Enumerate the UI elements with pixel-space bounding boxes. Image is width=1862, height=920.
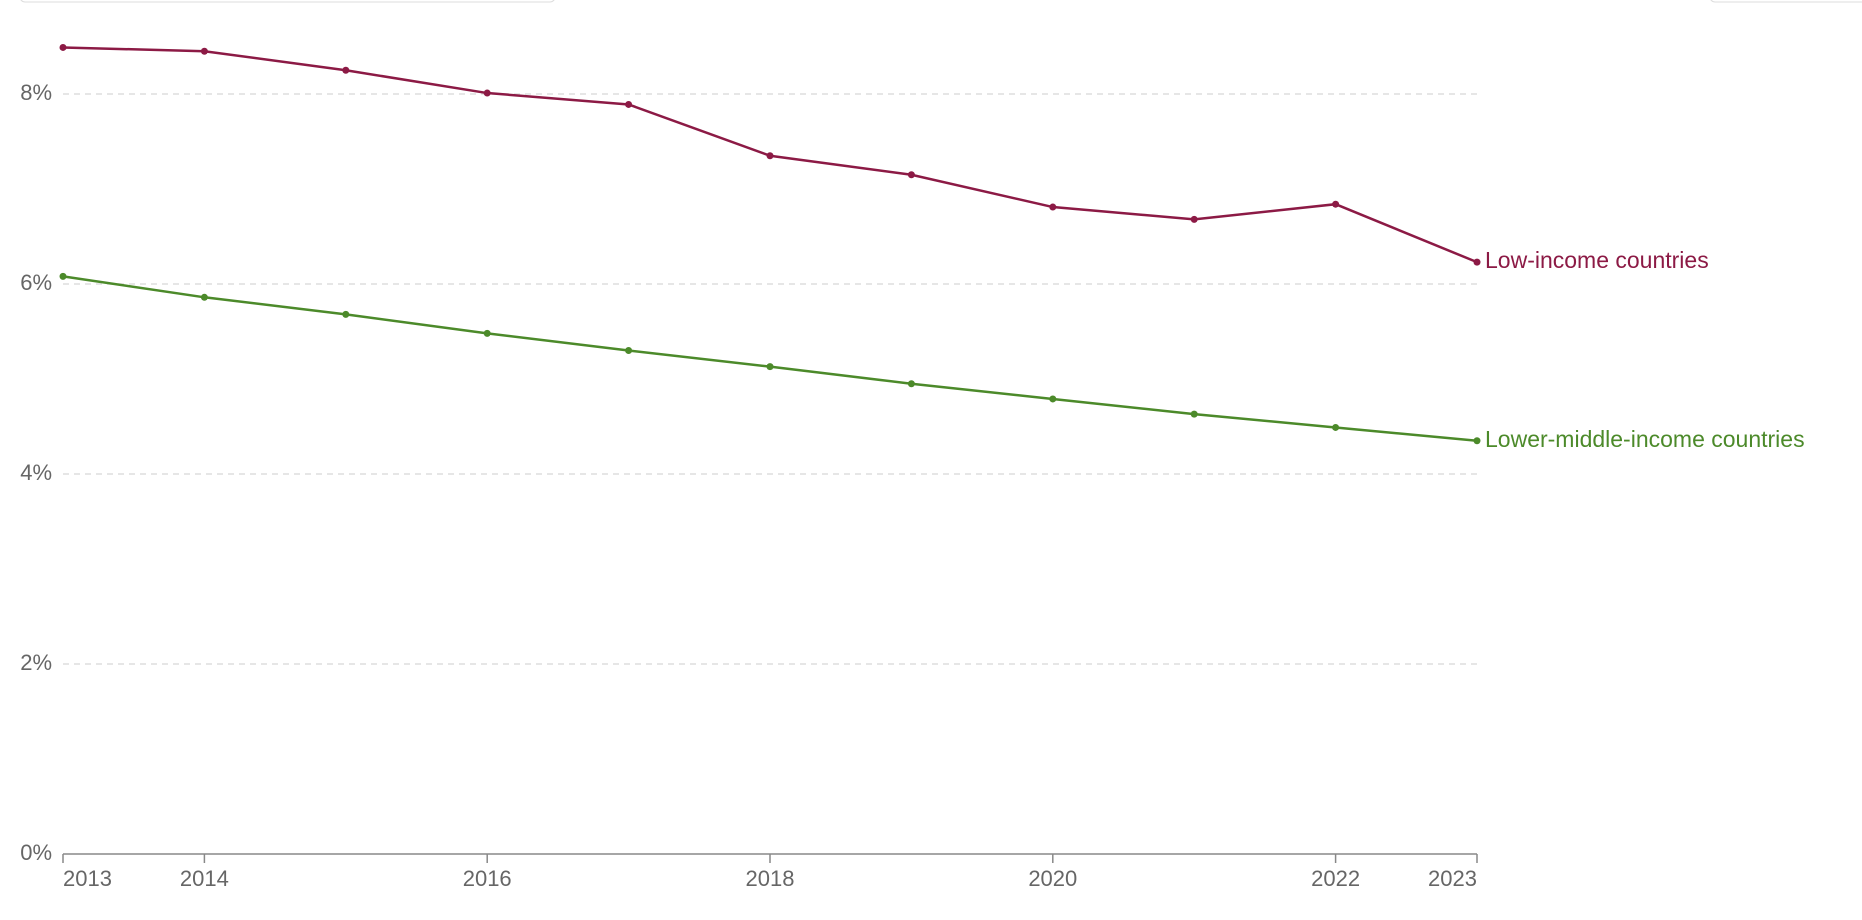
data-point (907, 171, 915, 179)
y-tick-label: 0% (20, 840, 52, 865)
x-tick-label: 2018 (746, 866, 795, 891)
data-point (1049, 395, 1057, 403)
y-tick-label: 8% (20, 80, 52, 105)
data-point (907, 380, 915, 388)
y-tick-label: 4% (20, 460, 52, 485)
y-tick-label: 6% (20, 270, 52, 295)
data-point (1473, 258, 1481, 266)
data-point (342, 310, 350, 318)
series-label: Lower-middle-income countries (1485, 426, 1805, 452)
data-point (1332, 200, 1340, 208)
data-point (200, 293, 208, 301)
data-point (1190, 215, 1198, 223)
data-point (483, 89, 491, 97)
data-point (625, 347, 633, 354)
data-point (1332, 423, 1340, 431)
series-line (62, 275, 1478, 442)
data-point (1190, 410, 1198, 418)
data-point (625, 100, 633, 108)
data-point (342, 66, 350, 74)
data-point (1473, 437, 1481, 445)
x-tick-label: 2013 (63, 866, 112, 891)
control-box[interactable] (1710, 0, 1862, 3)
data-point (766, 152, 774, 160)
y-tick-label: 2% (20, 650, 52, 675)
data-point (483, 329, 491, 337)
data-point (1049, 203, 1057, 211)
x-tick-label: 2022 (1311, 866, 1360, 891)
series-label: Low-income countries (1485, 247, 1709, 273)
data-point (59, 272, 67, 280)
x-tick-label: 2016 (463, 866, 512, 891)
data-point (766, 363, 774, 371)
control-box[interactable] (20, 0, 555, 3)
data-point (200, 47, 208, 55)
x-tick-label: 2020 (1028, 866, 1077, 891)
x-tick-label: 2014 (180, 866, 229, 891)
x-tick-label: 2023 (1428, 866, 1477, 891)
data-point (59, 43, 67, 51)
